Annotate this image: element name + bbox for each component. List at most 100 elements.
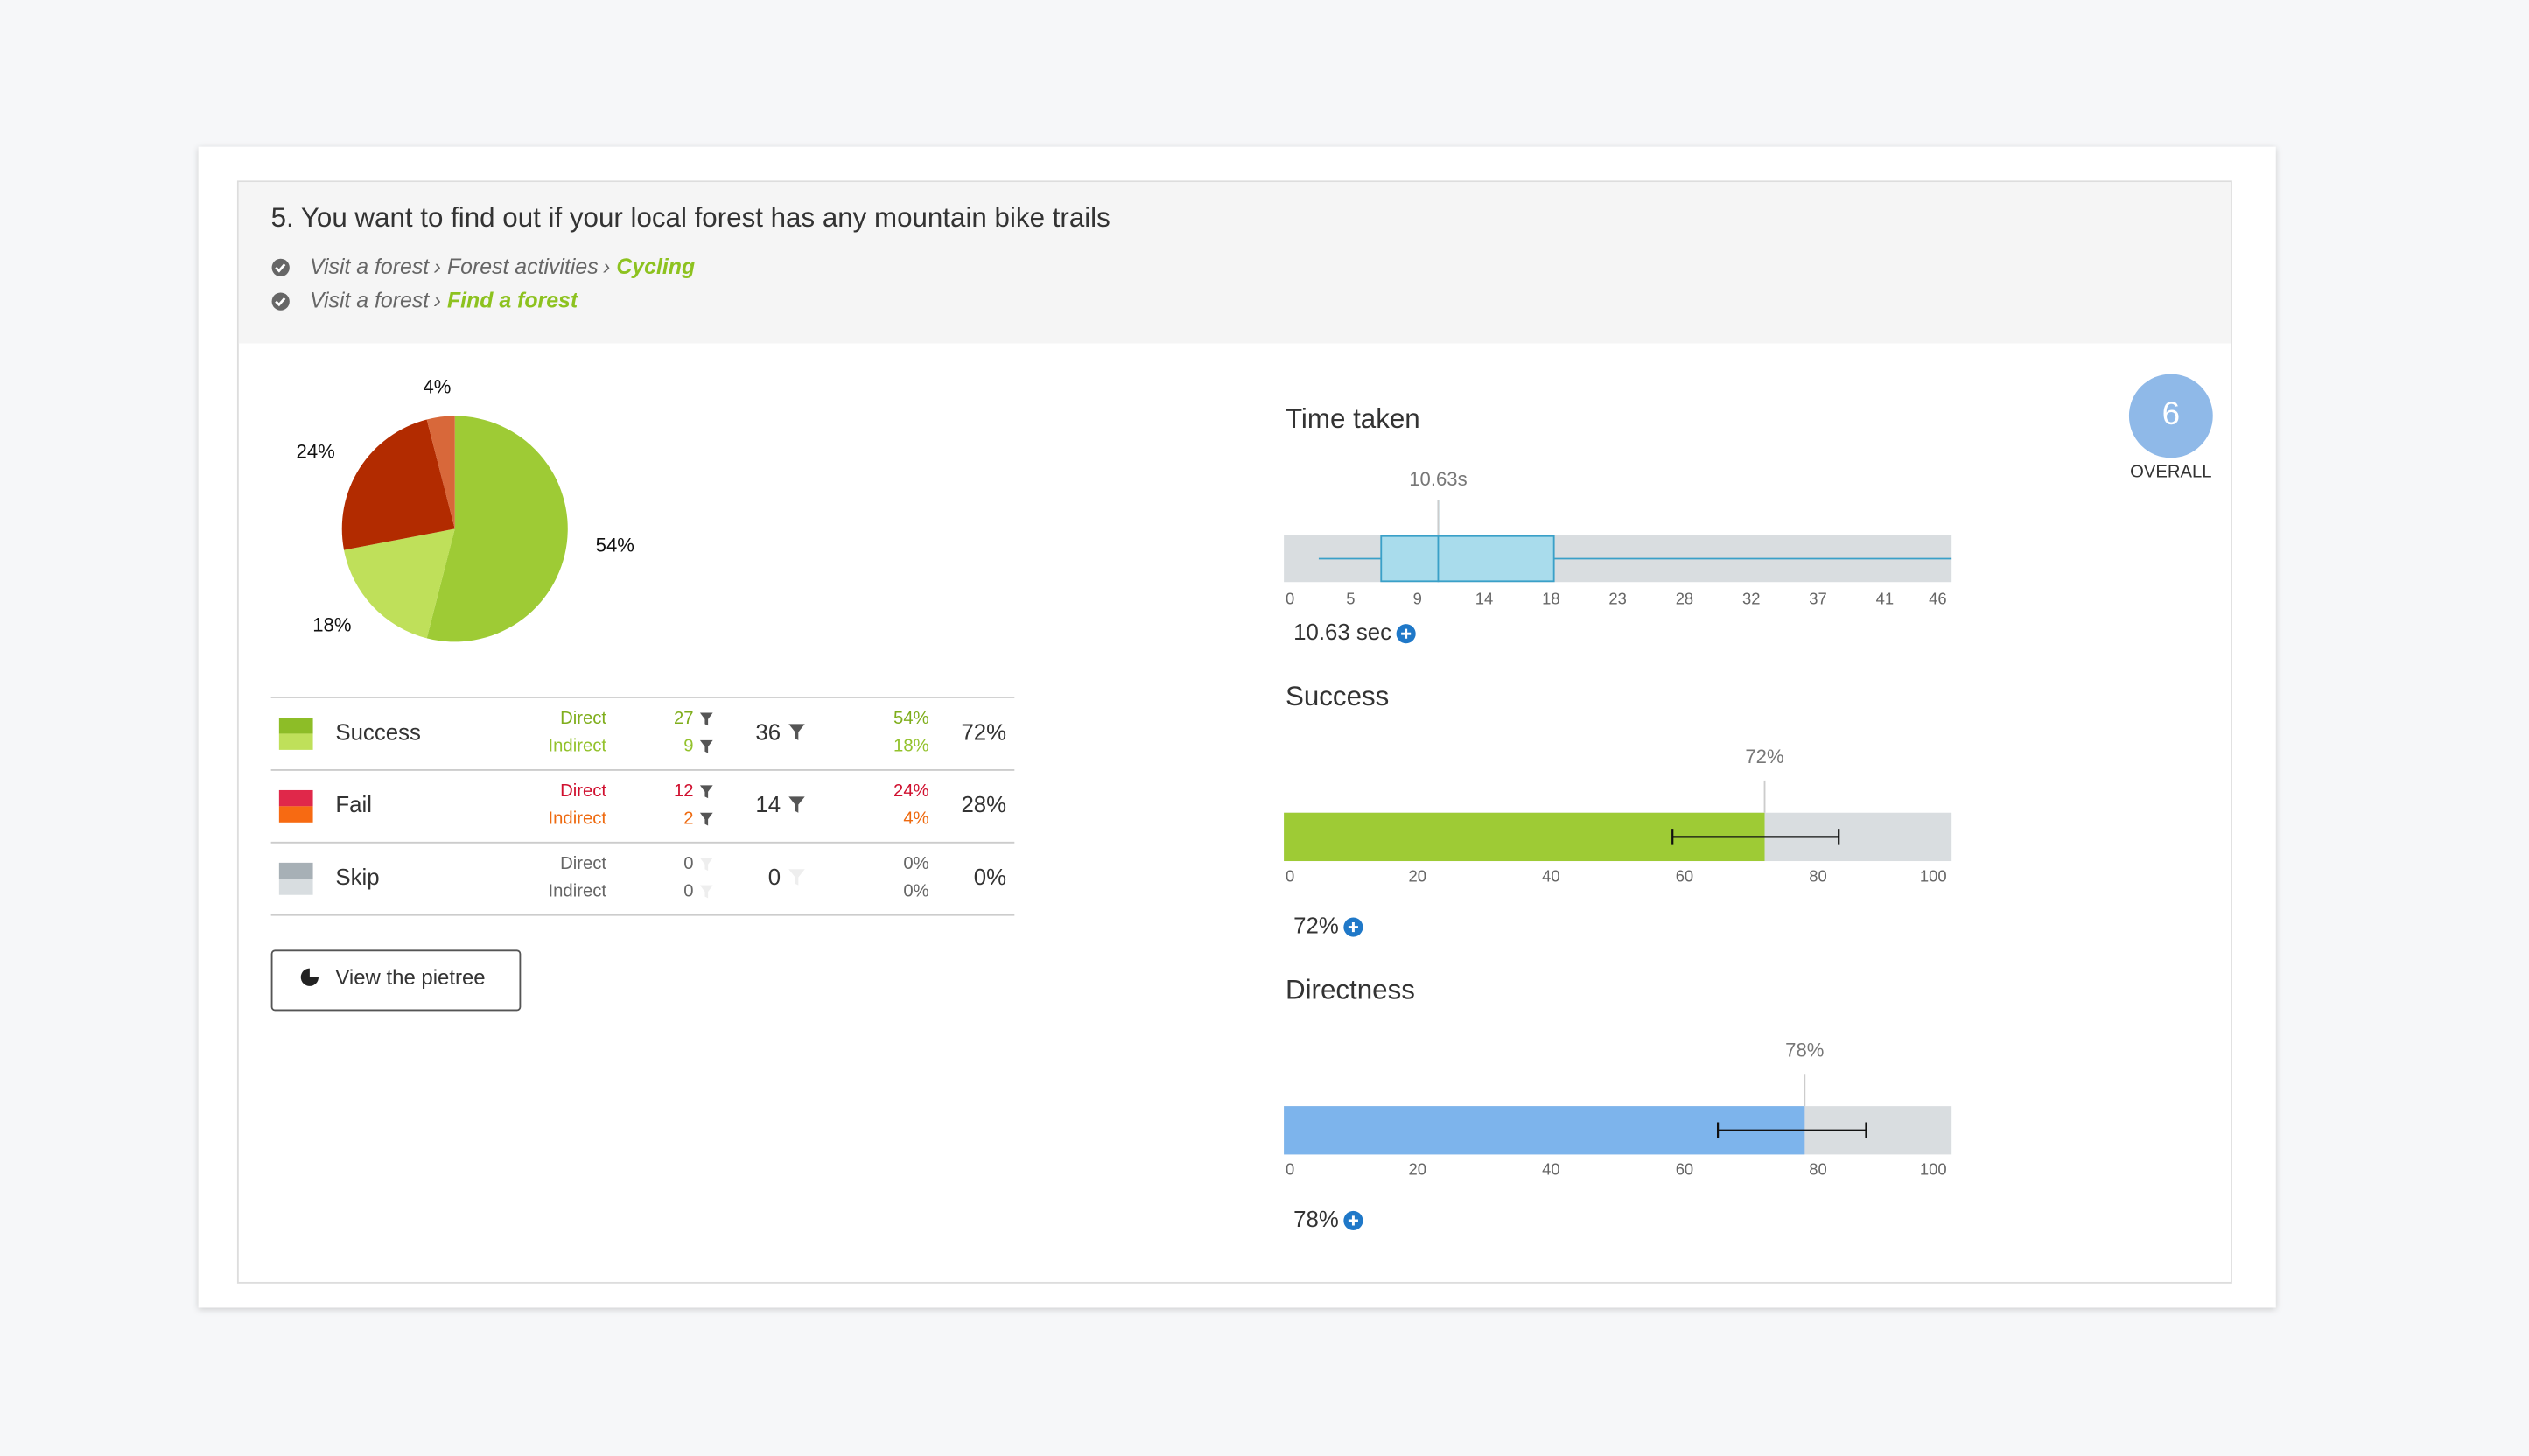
x-tick-label: 80 <box>1809 1160 1826 1179</box>
row-name: Fail <box>335 793 372 817</box>
indirect-pct: 4% <box>903 808 928 828</box>
question-title: 5. You want to find out if your local fo… <box>271 202 1110 233</box>
breadcrumb-step: Visit a forest <box>310 288 430 312</box>
row-name: Success <box>335 720 421 745</box>
pie-chart: 54% 18% 24% 4% <box>297 375 634 642</box>
x-tick-label: 46 <box>1929 589 1946 607</box>
swatch-bottom <box>278 806 313 822</box>
direct-pct: 54% <box>893 709 929 728</box>
results-table: Success Direct Indirect 27 9 36 54% 18% 72% Fail D… <box>270 696 1015 916</box>
direct-pct: 24% <box>893 781 929 801</box>
total-count: 0 <box>768 865 781 890</box>
indirect-label: Indirect <box>549 737 607 756</box>
error-bar <box>1716 1122 1867 1138</box>
x-tick-label: 60 <box>1676 866 1693 885</box>
indirect-count: 9 <box>683 737 693 756</box>
x-tick-label: 100 <box>1920 1160 1947 1179</box>
direct-count: 12 <box>674 781 694 801</box>
pie-label: 24% <box>297 440 335 462</box>
pietree-button[interactable]: View the pietree <box>270 949 522 1012</box>
pie-slice <box>426 416 568 642</box>
x-tick-label: 0 <box>1286 866 1294 885</box>
breadcrumb-target: Cycling <box>616 254 695 278</box>
separator: › <box>603 254 610 278</box>
breadcrumb: Visit a forest › Forest activities › Cycli… <box>310 254 695 278</box>
value-label: 72% <box>1745 746 1783 767</box>
filter-icon <box>699 739 713 753</box>
row-name: Skip <box>335 865 379 890</box>
button-frame[interactable] <box>270 949 522 1012</box>
breadcrumb-step: Visit a forest <box>310 254 430 278</box>
swatch-top <box>278 718 313 734</box>
x-tick-label: 0 <box>1286 1160 1294 1179</box>
overall-badge <box>2128 374 2213 458</box>
direct-label: Direct <box>560 709 606 728</box>
total-filter-icon <box>788 869 805 886</box>
x-tick-label: 28 <box>1676 589 1693 607</box>
summary: 10.63 sec <box>1293 620 1391 645</box>
check-mark <box>275 263 286 273</box>
expand-plus <box>1401 628 1412 639</box>
direct-count: 0 <box>683 854 693 873</box>
panel <box>236 180 2232 1284</box>
filter-icon <box>699 858 713 872</box>
check-mark <box>275 297 286 307</box>
total-pct: 28% <box>961 793 1006 817</box>
breadcrumb-space <box>441 254 447 278</box>
summary: 78% <box>1293 1208 1339 1232</box>
filter-icon <box>699 785 713 799</box>
direct-count: 27 <box>674 709 694 728</box>
expand-plus <box>1348 922 1358 933</box>
indirect-label: Indirect <box>549 808 607 828</box>
total-count: 14 <box>755 793 781 817</box>
breadcrumb-space <box>610 254 616 278</box>
breadcrumb: Visit a forest › Find a forest <box>310 288 579 312</box>
total-pct: 0% <box>974 865 1006 890</box>
total-count: 36 <box>755 720 781 745</box>
total-pct: 72% <box>961 720 1006 745</box>
x-tick-label: 0 <box>1286 589 1294 607</box>
x-tick-label: 80 <box>1809 866 1826 885</box>
indirect-count: 2 <box>683 808 693 828</box>
x-tick-label: 40 <box>1542 866 1559 885</box>
filter-icon <box>699 712 713 726</box>
panel-header <box>238 182 2231 344</box>
swatch-bottom <box>278 878 313 895</box>
metrics: 0 5 9 14 18 23 28 32 37 41 46 Time taken 10.63s 10.63… <box>1284 403 1952 1232</box>
indirect-pct: 0% <box>903 881 928 900</box>
direct-pct: 0% <box>903 854 928 873</box>
x-tick-label: 100 <box>1920 866 1947 885</box>
median-label: 10.63s <box>1409 468 1467 490</box>
swatch-top <box>278 862 313 879</box>
indirect-pct: 18% <box>893 737 929 756</box>
pie-label: 4% <box>423 375 451 397</box>
separator: › <box>434 288 441 312</box>
x-tick-label: 37 <box>1809 589 1826 607</box>
indirect-label: Indirect <box>549 881 607 900</box>
overall-label: OVERALL <box>2130 462 2212 481</box>
pie-label: 18% <box>312 613 351 635</box>
total-filter-icon <box>788 796 805 813</box>
filter-icon <box>699 885 713 899</box>
breadcrumb-step: Forest activities <box>447 254 599 278</box>
button-label[interactable]: View the pietree <box>335 966 485 990</box>
filter-icon <box>699 812 713 826</box>
metric-title: Time taken <box>1286 403 1420 434</box>
x-tick-label: 32 <box>1742 589 1760 607</box>
breadcrumb-space <box>441 288 447 312</box>
x-tick-label: 20 <box>1408 866 1426 885</box>
breadcrumbs: Visit a forest › Forest activities › Cycli… <box>271 254 695 312</box>
x-tick-label: 60 <box>1676 1160 1693 1179</box>
breadcrumb-target: Find a forest <box>447 288 579 312</box>
pie-icon-cut <box>309 965 321 977</box>
value-label: 78% <box>1785 1039 1824 1060</box>
metric-title: Directness <box>1286 975 1415 1005</box>
x-tick-label: 18 <box>1542 589 1559 607</box>
summary: 72% <box>1293 914 1339 938</box>
metric-title: Success <box>1286 681 1389 711</box>
swatch-bottom <box>278 733 313 750</box>
pie-slice <box>344 528 455 639</box>
overall-value: 6 <box>2162 396 2181 431</box>
